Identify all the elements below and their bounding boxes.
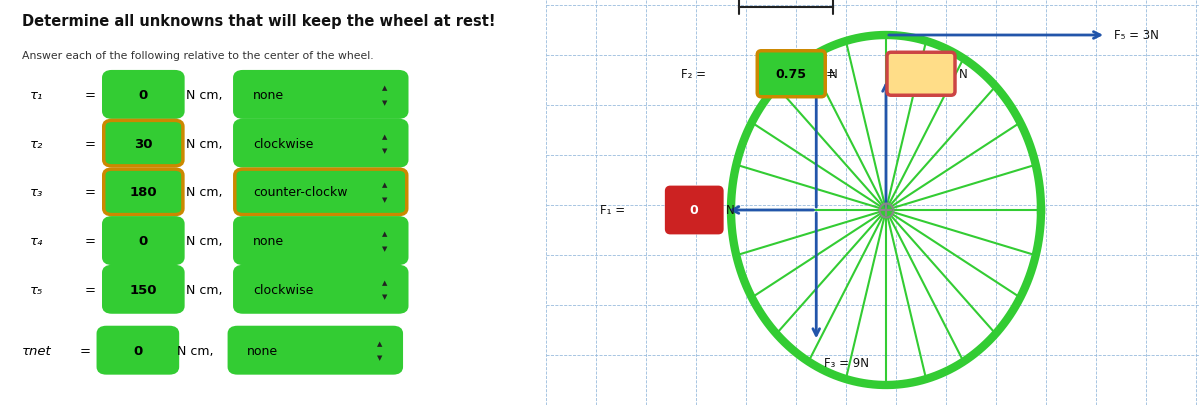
Text: ▼: ▼ (383, 294, 388, 300)
Text: ▼: ▼ (383, 197, 388, 202)
Text: clockwise: clockwise (253, 137, 313, 150)
FancyBboxPatch shape (103, 218, 182, 264)
Text: ▲: ▲ (377, 340, 382, 346)
Text: 180: 180 (130, 186, 157, 199)
Text: F₅ = 3N: F₅ = 3N (1114, 30, 1159, 43)
Text: ▲: ▲ (383, 231, 388, 237)
Text: =: = (79, 344, 90, 357)
Text: =: = (84, 283, 96, 296)
Text: τ₄: τ₄ (30, 234, 43, 247)
Text: Answer each of the following relative to the center of the wheel.: Answer each of the following relative to… (22, 51, 373, 61)
Text: N cm,: N cm, (186, 186, 222, 199)
Text: τ₂: τ₂ (30, 137, 43, 150)
FancyBboxPatch shape (757, 51, 826, 98)
Text: =: = (84, 89, 96, 102)
Text: clockwise: clockwise (253, 283, 313, 296)
FancyBboxPatch shape (235, 121, 407, 166)
Text: ▲: ▲ (383, 85, 388, 91)
FancyBboxPatch shape (235, 218, 407, 264)
Text: 150: 150 (130, 283, 157, 296)
FancyBboxPatch shape (98, 328, 178, 373)
Text: 0: 0 (133, 344, 143, 357)
Text: ▼: ▼ (383, 100, 388, 105)
Text: F₄ =: F₄ = (811, 68, 836, 81)
Text: N cm,: N cm, (178, 344, 214, 357)
Text: =: = (84, 186, 96, 199)
Text: 0: 0 (139, 234, 148, 247)
Text: Determine all unknowns that will keep the wheel at rest!: Determine all unknowns that will keep th… (22, 14, 496, 29)
Text: τ₅: τ₅ (30, 283, 43, 296)
Text: 0: 0 (690, 204, 698, 217)
Text: τ₃: τ₃ (30, 186, 43, 199)
FancyBboxPatch shape (235, 267, 407, 312)
FancyBboxPatch shape (229, 328, 401, 373)
FancyBboxPatch shape (666, 188, 722, 233)
Text: N cm,: N cm, (186, 283, 222, 296)
Text: N: N (726, 204, 734, 217)
Text: counter-clockw: counter-clockw (253, 186, 347, 199)
Text: N: N (829, 68, 838, 81)
FancyBboxPatch shape (103, 72, 182, 118)
FancyBboxPatch shape (235, 170, 407, 215)
Text: N cm,: N cm, (186, 137, 222, 150)
Text: ▲: ▲ (383, 182, 388, 188)
Text: τ₁: τ₁ (30, 89, 43, 102)
Text: 0.75: 0.75 (775, 68, 806, 81)
FancyBboxPatch shape (887, 53, 955, 96)
Text: F₃ = 9N: F₃ = 9N (824, 356, 869, 369)
Text: none: none (253, 89, 284, 102)
Text: 30: 30 (134, 137, 152, 150)
Text: ▼: ▼ (383, 245, 388, 251)
Text: =: = (84, 137, 96, 150)
Text: =: = (84, 234, 96, 247)
Text: τnet: τnet (22, 344, 52, 357)
Text: ▲: ▲ (383, 279, 388, 285)
Text: F₁ =: F₁ = (600, 204, 625, 217)
Text: N cm,: N cm, (186, 234, 222, 247)
FancyBboxPatch shape (103, 170, 182, 215)
Text: none: none (247, 344, 278, 357)
FancyBboxPatch shape (235, 72, 407, 118)
FancyBboxPatch shape (103, 121, 182, 166)
FancyBboxPatch shape (103, 267, 182, 312)
Text: F₂ =: F₂ = (682, 68, 707, 81)
Text: ▲: ▲ (383, 134, 388, 139)
Text: ▼: ▼ (383, 148, 388, 154)
Text: N: N (959, 68, 967, 81)
Text: ▼: ▼ (377, 355, 382, 360)
Text: 0: 0 (139, 89, 148, 102)
Text: N cm,: N cm, (186, 89, 222, 102)
Text: none: none (253, 234, 284, 247)
